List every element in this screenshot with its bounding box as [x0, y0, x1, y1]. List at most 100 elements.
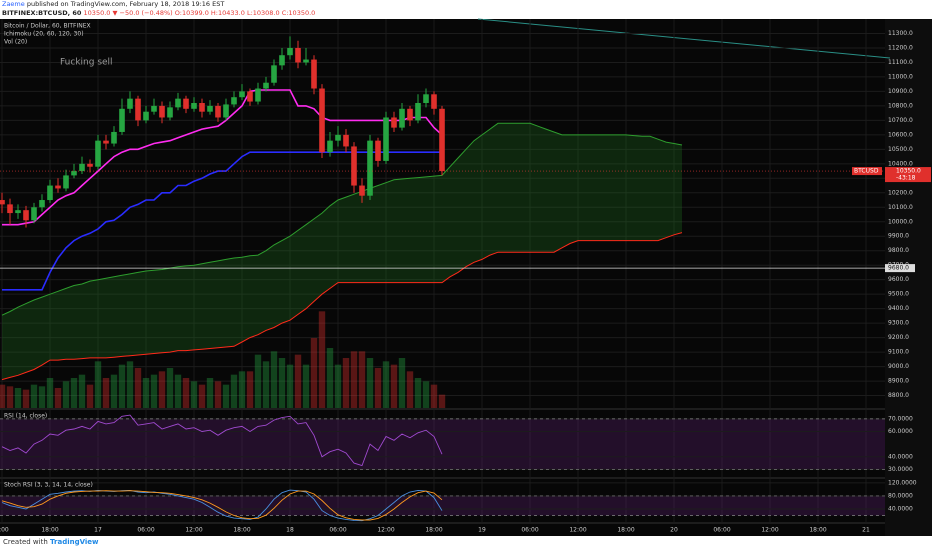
candle-body: [63, 175, 69, 189]
volume-bar: [174, 374, 182, 408]
volume-bar: [414, 378, 422, 408]
volume-bar: [158, 371, 166, 408]
y-tick-label: 9500.0: [888, 291, 909, 298]
y-tick-label: 40.0000: [888, 505, 913, 512]
y-tick-label: 9000.0: [888, 363, 909, 370]
volume-bar: [110, 374, 118, 408]
candle-body: [271, 65, 277, 83]
cloud-fill: [2, 123, 682, 380]
y-tick-label: 30.0000: [888, 466, 913, 473]
volume-bar: [334, 364, 342, 408]
pane-title: Stoch RSI (3, 3, 14, 14, close): [4, 482, 93, 489]
volume-bar: [206, 378, 214, 408]
candle-body: [327, 140, 333, 153]
brand[interactable]: TradingView: [50, 538, 99, 546]
candle-body: [87, 163, 93, 167]
candle-body: [359, 185, 365, 196]
candle-body: [303, 59, 309, 63]
volume-bar: [62, 381, 70, 408]
volume-bar: [430, 384, 438, 408]
ohlc: O:10399.0 H:10433.0 L:10308.0 C:10350.0: [174, 9, 316, 17]
candle-body: [399, 108, 405, 128]
publisher[interactable]: Zaeme: [2, 0, 25, 8]
volume-bar: [166, 368, 174, 408]
band-fill: [0, 418, 885, 470]
candle-body: [415, 102, 421, 121]
volume-bar: [86, 384, 94, 408]
byline-text: published on TradingView.com, February 1…: [26, 0, 225, 8]
indicator-label: Vol (20): [4, 39, 27, 46]
volume-bar: [78, 374, 86, 408]
volume-bar: [246, 371, 254, 408]
x-tick-label: 17: [94, 527, 102, 534]
volume-bar: [38, 386, 46, 408]
y-tick-label: 80.0000: [888, 492, 913, 499]
candle-body: [223, 104, 229, 118]
y-tick-label: 60.0000: [888, 428, 913, 435]
y-tick-label: 9600.0: [888, 276, 909, 283]
candle-body: [55, 185, 61, 189]
volume-bar: [118, 364, 126, 408]
volume-bar: [302, 364, 310, 408]
footer-text: Created with: [3, 538, 48, 546]
ichimoku-line: [2, 89, 443, 226]
y-tick-label: 9400.0: [888, 305, 909, 312]
y-tick-label: 8900.0: [888, 378, 909, 385]
volume-bar: [22, 389, 30, 408]
x-tick-label: 2:00: [0, 527, 9, 534]
price-axis-background: [885, 19, 932, 536]
y-tick-label: 11100.0: [888, 59, 913, 66]
x-tick-label: 19: [478, 527, 486, 534]
volume-bar: [310, 338, 318, 408]
candle-body: [95, 140, 101, 167]
volume-bar: [214, 381, 222, 408]
y-tick-label: 8800.0: [888, 392, 909, 399]
volume-bar: [54, 388, 62, 408]
y-tick-label: 10600.0: [888, 131, 913, 138]
last-price-box: [885, 167, 931, 183]
candle-body: [135, 98, 141, 121]
candle-body: [231, 97, 237, 105]
candle-body: [311, 59, 317, 89]
level-label-box: [885, 264, 915, 273]
x-tick-label: 12:00: [185, 527, 202, 534]
volume-bar: [438, 394, 446, 408]
y-tick-label: 40.0000: [888, 453, 913, 460]
y-tick-label: 9900.0: [888, 233, 909, 240]
y-tick-label: 11300.0: [888, 30, 913, 37]
volume-bar: [374, 368, 382, 408]
candle-body: [383, 117, 389, 161]
candle-body: [151, 105, 157, 112]
x-tick-label: 12:00: [761, 527, 778, 534]
candle-body: [71, 171, 77, 176]
volume-bar: [150, 374, 158, 408]
candle-body: [127, 98, 133, 109]
candle-body: [247, 91, 253, 102]
candle-body: [351, 146, 357, 186]
x-tick-label: 18:00: [41, 527, 58, 534]
volume-bar: [318, 311, 326, 408]
candle-body: [111, 131, 117, 144]
y-tick-label: 9800.0: [888, 247, 909, 254]
volume-bar: [102, 378, 110, 408]
volume-bar: [6, 386, 14, 408]
candle-body: [191, 102, 197, 109]
candle-body: [15, 210, 21, 214]
candle-body: [167, 107, 173, 118]
candle-body: [279, 55, 285, 66]
candle-body: [7, 204, 13, 214]
symbol: BITFINEX:BTCUSD, 60: [2, 9, 82, 17]
candle-body: [175, 98, 181, 108]
x-tick-label: 06:00: [137, 527, 154, 534]
candle-body: [0, 200, 5, 205]
candle-body: [431, 94, 437, 109]
candle-body: [295, 47, 301, 63]
annotation: Fucking sell: [60, 58, 113, 68]
candle-body: [439, 108, 445, 172]
candle-body: [239, 91, 245, 98]
volume-bar: [350, 351, 358, 408]
candle-body: [183, 98, 189, 109]
volume-bar: [398, 358, 406, 408]
candle-body: [375, 140, 381, 161]
